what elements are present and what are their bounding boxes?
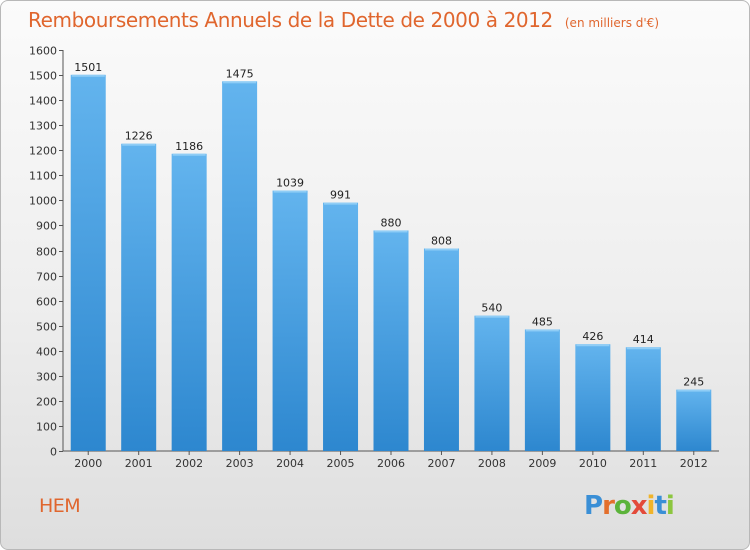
bar-highlight (122, 143, 156, 146)
bar-highlight (677, 389, 711, 392)
bar (323, 202, 359, 451)
labels: 1501 1226 1186 1475 1039 991 880 808 540 485 426 41… (74, 61, 704, 389)
x-tick-label: 2012 (680, 457, 708, 470)
y-tick-label: 1600 (29, 45, 57, 58)
value-label: 426 (582, 330, 603, 343)
bar (121, 143, 157, 451)
bar (524, 329, 560, 451)
y-tick-label: 1100 (29, 170, 57, 183)
bar (272, 190, 308, 451)
bar (676, 389, 712, 451)
y-tick-label: 1300 (29, 120, 57, 133)
y-tick-label: 1400 (29, 95, 57, 108)
logo-letter: i (665, 491, 675, 521)
x-tick-label: 2011 (629, 457, 657, 470)
unit-note: (en milliers d'€) (564, 16, 659, 30)
x-tick-label: 2008 (478, 457, 506, 470)
bar-highlight (172, 153, 206, 156)
bar (474, 315, 510, 451)
logo-letter: P (584, 491, 603, 521)
logo-letter: i (646, 491, 656, 521)
x-tick-label: 2006 (377, 457, 405, 470)
x-tick-label: 2007 (427, 457, 455, 470)
bar (373, 230, 409, 451)
bar (70, 74, 106, 451)
value-label: 1501 (74, 61, 102, 74)
y-tick-label: 600 (36, 296, 57, 309)
value-label: 1039 (276, 177, 304, 190)
value-label: 540 (481, 302, 502, 315)
value-label: 1186 (175, 140, 203, 153)
logo-letter: t (654, 491, 666, 521)
logo-letter: o (613, 491, 632, 521)
bar (423, 248, 459, 451)
bars (70, 74, 712, 452)
y-tick-label: 0 (50, 446, 57, 459)
bar-highlight (626, 347, 660, 350)
chart-title: Remboursements Annuels de la Dette de 20… (28, 8, 659, 32)
bar (171, 153, 207, 452)
bar (625, 347, 661, 451)
value-label: 880 (381, 216, 402, 229)
bar-highlight (576, 344, 610, 347)
bar-highlight (273, 190, 307, 193)
value-label: 414 (633, 333, 654, 346)
bar-highlight (424, 248, 458, 251)
y-tick-label: 500 (36, 321, 57, 334)
value-label: 245 (683, 376, 704, 389)
x-tick-label: 2009 (528, 457, 556, 470)
bar-highlight (71, 74, 105, 77)
y-tick-label: 100 (36, 421, 57, 434)
bar-highlight (475, 315, 509, 318)
logo-letter: r (602, 491, 615, 521)
y-tick-label: 700 (36, 271, 57, 284)
x-tick-label: 2010 (579, 457, 607, 470)
axes: 0 100 200 300 400 500 600 700 800 900 1000 1100 1200… (29, 45, 719, 470)
value-label: 1475 (226, 67, 254, 80)
bar-highlight (374, 230, 408, 233)
bar-highlight (525, 329, 559, 332)
x-tick-label: 2002 (175, 457, 203, 470)
y-tick-label: 800 (36, 246, 57, 259)
y-tick-label: 200 (36, 396, 57, 409)
x-tick-label: 2004 (276, 457, 304, 470)
y-tick-label: 1000 (29, 195, 57, 208)
x-tick-label: 2000 (74, 457, 102, 470)
x-tick-label: 2003 (226, 457, 254, 470)
bar-highlight (324, 202, 358, 205)
logo-letter: x (630, 491, 648, 521)
value-label: 808 (431, 234, 452, 247)
y-tick-label: 1500 (29, 70, 57, 83)
bar-highlight (223, 81, 257, 84)
value-label: 991 (330, 189, 351, 202)
bar (222, 81, 258, 451)
x-tick-label: 2005 (327, 457, 355, 470)
y-tick-label: 400 (36, 346, 57, 359)
proxiti-logo: Proxiti (584, 491, 675, 521)
y-tick-label: 1200 (29, 145, 57, 158)
value-label: 1226 (125, 130, 153, 143)
y-tick-label: 300 (36, 371, 57, 384)
value-label: 485 (532, 315, 553, 328)
y-tick-label: 900 (36, 220, 57, 233)
bar (575, 344, 611, 451)
place-name: HEM (39, 495, 81, 517)
x-tick-label: 2001 (125, 457, 153, 470)
